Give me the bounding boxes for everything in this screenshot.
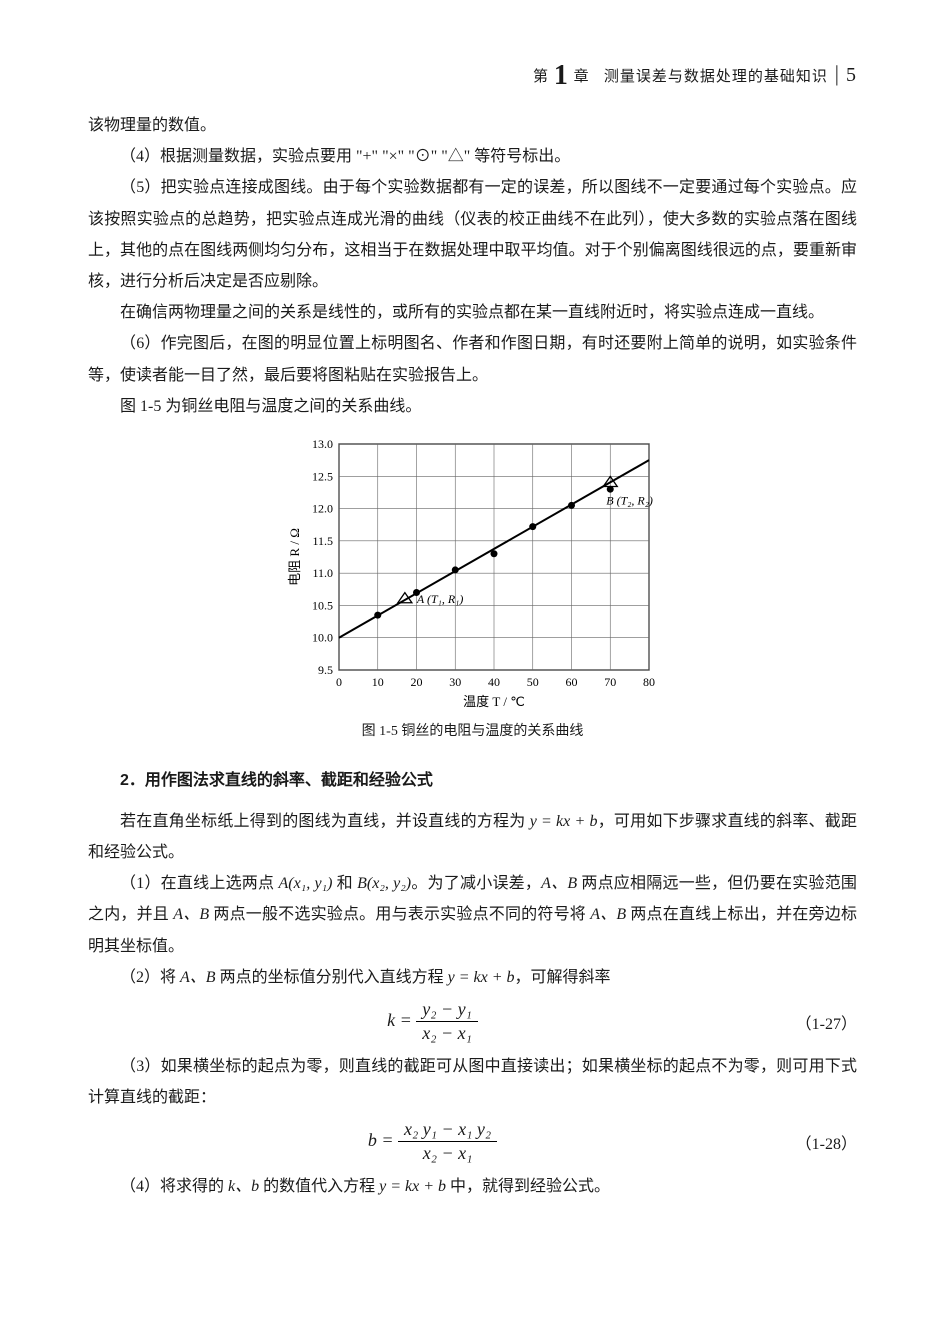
header-chapword: 章 xyxy=(574,69,590,85)
para-8a: （2）将 xyxy=(120,969,180,986)
para-10: （4）将求得的 k、b 的数值代入方程 y = kx + b 中，就得到经验公式… xyxy=(88,1171,857,1202)
para-7e: 两点一般不选实验点。用与表示实验点不同的符号将 xyxy=(209,906,590,923)
svg-text:70: 70 xyxy=(604,675,616,689)
svg-text:电阻 R / Ω: 电阻 R / Ω xyxy=(287,528,302,586)
page-number: 5 xyxy=(846,64,857,86)
para-10a: （4）将求得的 xyxy=(120,1178,228,1195)
svg-text:30: 30 xyxy=(449,675,461,689)
para-0: 该物理量的数值。 xyxy=(88,110,857,141)
svg-text:11.5: 11.5 xyxy=(312,534,333,548)
svg-text:0: 0 xyxy=(336,675,342,689)
eq2-lhs: b = xyxy=(368,1130,398,1150)
eq2-numer: x₂ y₁ − x₁ y₂ xyxy=(398,1119,497,1142)
svg-text:50: 50 xyxy=(526,675,538,689)
para-6a: 若在直角坐标纸上得到的图线为直线，并设直线的方程为 xyxy=(120,813,530,830)
para-8b: 两点的坐标值分别代入直线方程 xyxy=(216,969,448,986)
pt-A: A(x₁, y₁) xyxy=(278,875,332,892)
svg-text:9.5: 9.5 xyxy=(318,663,333,677)
chapter-title: 测量误差与数据处理的基础知识 xyxy=(604,69,828,85)
pt-B: B(x₂, y₂) xyxy=(357,875,411,892)
svg-text:13.0: 13.0 xyxy=(312,437,333,451)
divider-bar: | xyxy=(835,61,840,86)
para-7a: （1）在直线上选两点 xyxy=(120,875,278,892)
svg-text:10.0: 10.0 xyxy=(312,631,333,645)
eq2-denom: x₂ − x₁ xyxy=(398,1142,497,1165)
page-header: 第 1 章 测量误差与数据处理的基础知识 | 5 xyxy=(88,60,857,92)
eq-ykxb-inline2: y = kx + b xyxy=(448,969,515,986)
para-7c: 。为了减小误差， xyxy=(411,875,541,892)
para-7: （1）在直线上选两点 A(x₁, y₁) 和 B(x₂, y₂)。为了减小误差，… xyxy=(88,868,857,962)
eq1-lhs: k = xyxy=(387,1010,416,1030)
svg-text:10.5: 10.5 xyxy=(312,598,333,612)
svg-text:40: 40 xyxy=(488,675,500,689)
eq-ykxb-inline3: y = kx + b xyxy=(379,1178,446,1195)
figure-caption: 图 1-5 铜丝的电阻与温度的关系曲线 xyxy=(88,720,857,740)
resistance-chart: 0 10 20 30 40 50 60 70 80 9.5 10.0 10.5 11.0 11.5 12.0… xyxy=(283,434,663,714)
eq1-denom: x₂ − x₁ xyxy=(416,1022,478,1045)
section-2-title: 2．用作图法求直线的斜率、截距和经验公式 xyxy=(88,766,857,790)
para-3: 在确信两物理量之间的关系是线性的，或所有的实验点都在某一直线附近时，将实验点连成… xyxy=(88,297,857,328)
eq-ykxb-inline1: y = kx + b xyxy=(530,813,598,830)
eq1-fraction: y₂ − y₁ x₂ − x₁ xyxy=(416,999,478,1045)
para-5: 图 1-5 为铜丝电阻与温度之间的关系曲线。 xyxy=(88,391,857,422)
para-9: （3）如果横坐标的起点为零，则直线的截距可从图中直接读出；如果横坐标的起点不为零… xyxy=(88,1051,857,1113)
kb-inline: k、b xyxy=(228,1178,259,1195)
para-8: （2）将 A、B 两点的坐标值分别代入直线方程 y = kx + b，可解得斜率 xyxy=(88,962,857,993)
para-2: （5）把实验点连接成图线。由于每个实验数据都有一定的误差，所以图线不一定要通过每… xyxy=(88,172,857,297)
svg-text:A (T₁, R₁): A (T₁, R₁) xyxy=(415,592,462,606)
para-8c: ，可解得斜率 xyxy=(515,969,611,986)
para-4: （6）作完图后，在图的明显位置上标明图名、作者和作图日期，有时还要附上简单的说明… xyxy=(88,328,857,390)
equation-1-28: b = x₂ y₁ − x₁ y₂ x₂ − x₁ （1-28） xyxy=(88,1119,857,1165)
eq1-number: （1-27） xyxy=(777,1010,857,1034)
equation-1-27: k = y₂ − y₁ x₂ − x₁ （1-27） xyxy=(88,999,857,1045)
chapter-number: 1 xyxy=(554,60,569,91)
svg-text:20: 20 xyxy=(410,675,422,689)
para-6: 若在直角坐标纸上得到的图线为直线，并设直线的方程为 y = kx + b，可用如… xyxy=(88,806,857,868)
svg-text:11.0: 11.0 xyxy=(312,566,333,580)
AB-1: A、B xyxy=(541,875,577,892)
para-10b: 的数值代入方程 xyxy=(259,1178,379,1195)
para-10c: 中，就得到经验公式。 xyxy=(446,1178,610,1195)
svg-text:B (T₂, R₂): B (T₂, R₂) xyxy=(606,494,653,508)
para-1: （4）根据测量数据，实验点要用 "+" "×" "⊙" "△" 等符号标出。 xyxy=(88,141,857,172)
AB-3: A、B xyxy=(590,906,626,923)
svg-text:温度 T / ℃: 温度 T / ℃ xyxy=(463,694,525,709)
AB-4: A、B xyxy=(180,969,216,986)
para-7b: 和 xyxy=(332,875,357,892)
figure-1-5: 0 10 20 30 40 50 60 70 80 9.5 10.0 10.5 11.0 11.5 12.0… xyxy=(88,434,857,714)
eq2-fraction: x₂ y₁ − x₁ y₂ x₂ − x₁ xyxy=(398,1119,497,1165)
svg-text:12.0: 12.0 xyxy=(312,501,333,515)
svg-text:12.5: 12.5 xyxy=(312,469,333,483)
svg-text:80: 80 xyxy=(643,675,655,689)
AB-2: A、B xyxy=(173,906,209,923)
eq2-number: （1-28） xyxy=(777,1130,857,1154)
header-prefix: 第 xyxy=(533,69,549,85)
svg-text:10: 10 xyxy=(371,675,383,689)
svg-text:60: 60 xyxy=(565,675,577,689)
eq1-numer: y₂ − y₁ xyxy=(416,999,478,1022)
